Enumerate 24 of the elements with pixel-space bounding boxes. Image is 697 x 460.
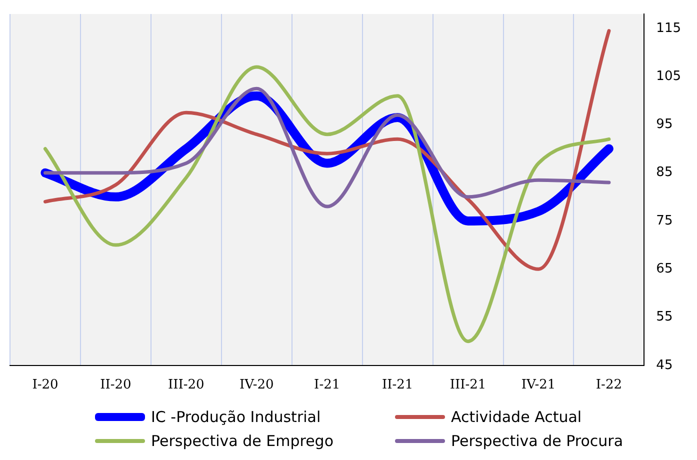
- line-series: [43, 65, 611, 344]
- x-tick-label: I-21: [314, 378, 340, 393]
- legend-label: Actividade Actual: [451, 408, 582, 426]
- line-series: [43, 29, 611, 271]
- y-tick-label: 115: [656, 20, 682, 36]
- y-tick-label: 95: [656, 117, 673, 132]
- legend-label: Perspectiva de Emprego: [151, 432, 334, 450]
- x-tick-label: IV-20: [239, 378, 274, 393]
- y-tick-label: 85: [656, 165, 673, 180]
- y-tick-label: 105: [656, 68, 682, 84]
- legend-label: Perspectiva de Procura: [451, 432, 624, 450]
- x-tick-label: III-20: [168, 378, 204, 393]
- x-tick-label: II-21: [382, 378, 414, 393]
- y-tick-label: 45: [656, 358, 673, 373]
- y-tick-label: 55: [656, 310, 673, 325]
- x-tick-label: II-20: [100, 378, 132, 393]
- y-tick-label: 75: [656, 213, 673, 228]
- y-tick-label: 65: [656, 262, 673, 276]
- x-tick-label: I-20: [32, 378, 58, 393]
- x-tick-label: I-22: [596, 378, 622, 393]
- x-tick-label: III-21: [450, 378, 486, 393]
- legend-label: IC -Produção Industrial: [151, 408, 321, 426]
- line-series: [43, 86, 611, 208]
- x-tick-label: IV-21: [521, 378, 556, 393]
